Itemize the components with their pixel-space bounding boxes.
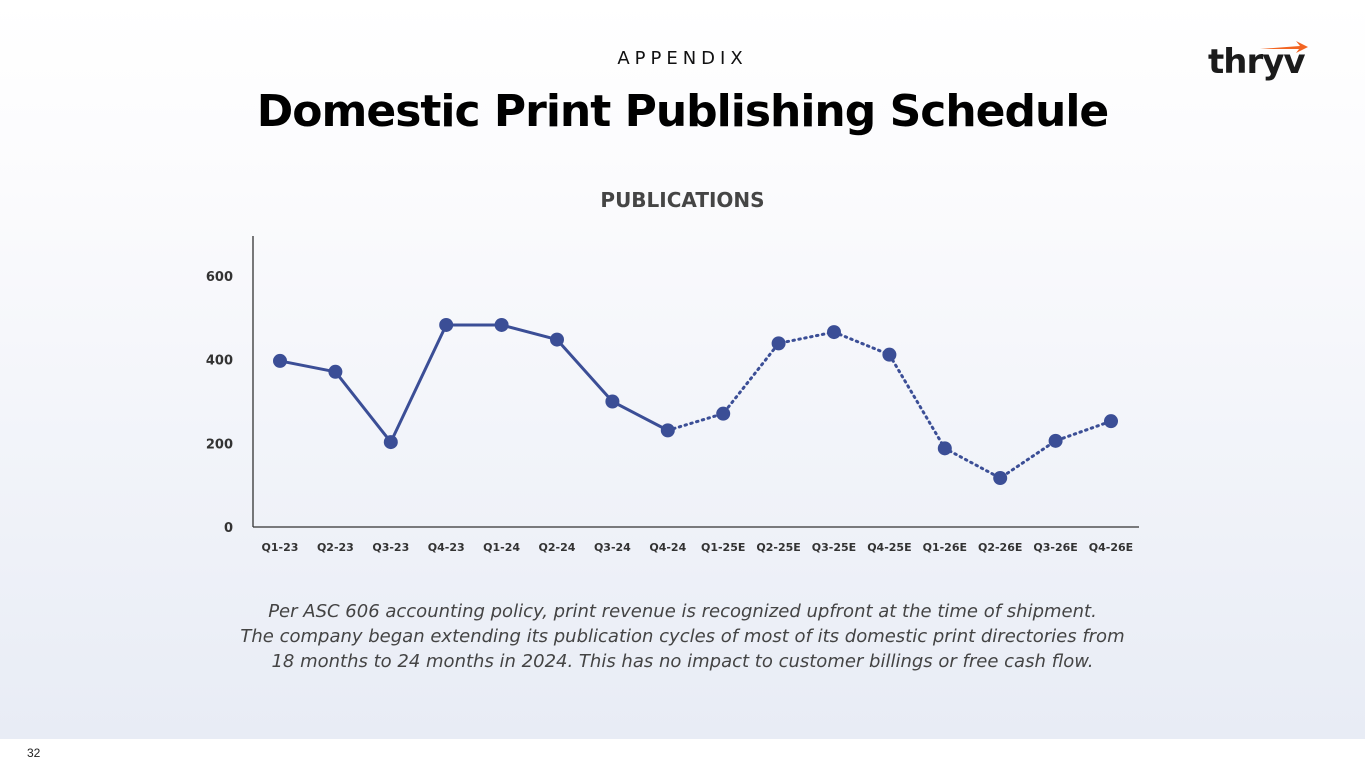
logo-text: thryv	[1208, 42, 1306, 82]
data-point	[993, 471, 1008, 486]
x-tick-label: Q2-24	[539, 541, 576, 554]
actual-series-line	[279, 323, 669, 444]
x-tick-label: Q3-23	[372, 541, 409, 554]
x-tick-label: Q4-26E	[1089, 541, 1133, 554]
x-tick-label: Q2-26E	[978, 541, 1022, 554]
x-tick-label: Q1-23	[262, 541, 299, 554]
data-point	[328, 364, 343, 379]
series-lines	[279, 323, 1113, 480]
series-points	[273, 317, 1118, 486]
publications-line-chart: 0 200 400 600 Q1-23 Q2-23 Q3-23 Q4-23 Q1-24 Q2-2…	[206, 236, 1139, 554]
x-tick-label: Q4-24	[649, 541, 686, 554]
x-tick-label: Q3-26E	[1033, 541, 1077, 554]
caption-line-2: The company began extending its publicat…	[240, 626, 1125, 647]
y-tick-label: 200	[206, 437, 233, 452]
footer-bar	[0, 739, 1365, 768]
x-tick-label: Q1-24	[483, 541, 520, 554]
company-logo: thryv	[1208, 40, 1312, 88]
x-tick-label: Q1-26E	[923, 541, 967, 554]
data-point	[660, 423, 675, 438]
data-point	[771, 336, 786, 351]
data-point	[882, 347, 897, 362]
caption-line-3: 18 months to 24 months in 2024. This has…	[271, 651, 1094, 672]
x-tick-label: Q3-24	[594, 541, 631, 554]
data-point	[1048, 433, 1063, 448]
x-tick-label: Q4-25E	[867, 541, 911, 554]
chart-title: PUBLICATIONS	[600, 188, 765, 212]
x-tick-label: Q3-25E	[812, 541, 856, 554]
data-point	[273, 353, 287, 368]
data-point	[937, 441, 952, 456]
data-point	[1104, 414, 1118, 429]
data-point	[550, 332, 564, 347]
data-point	[605, 394, 620, 409]
x-tick-labels: Q1-23 Q2-23 Q3-23 Q4-23 Q1-24 Q2-24 Q3-24 Q4-24…	[262, 541, 1134, 554]
section-kicker: APPENDIX	[617, 48, 748, 69]
slide-title: Domestic Print Publishing Schedule	[256, 86, 1110, 137]
slide-background	[0, 0, 1365, 739]
caption-line-1: Per ASC 606 accounting policy, print rev…	[268, 601, 1097, 622]
data-point	[827, 325, 841, 340]
y-tick-label: 400	[206, 354, 233, 369]
y-tick-label: 600	[206, 270, 233, 285]
y-tick-labels: 0 200 400 600	[206, 270, 233, 536]
caption: Per ASC 606 accounting policy, print rev…	[0, 599, 1365, 674]
x-tick-label: Q2-25E	[756, 541, 800, 554]
x-tick-label: Q1-25E	[701, 541, 745, 554]
data-point	[494, 317, 509, 332]
chart-axes	[252, 236, 1139, 528]
x-tick-label: Q2-23	[317, 541, 354, 554]
page-number: 32	[27, 746, 41, 760]
data-point	[383, 435, 398, 450]
logo-arrow-icon	[1260, 41, 1308, 53]
data-point	[439, 317, 454, 332]
x-tick-label: Q4-23	[428, 541, 465, 554]
data-point	[716, 406, 731, 421]
y-tick-label: 0	[224, 521, 233, 536]
